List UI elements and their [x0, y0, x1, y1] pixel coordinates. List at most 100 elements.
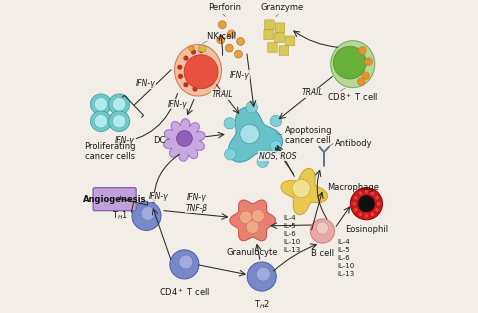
- Circle shape: [237, 38, 244, 45]
- Circle shape: [358, 191, 362, 195]
- Circle shape: [256, 267, 270, 281]
- Text: Perforin: Perforin: [208, 3, 241, 12]
- Ellipse shape: [109, 94, 130, 115]
- Polygon shape: [230, 200, 275, 241]
- Polygon shape: [228, 107, 282, 162]
- Ellipse shape: [90, 94, 111, 115]
- Circle shape: [350, 187, 382, 220]
- Ellipse shape: [109, 111, 130, 131]
- Ellipse shape: [331, 41, 375, 88]
- Text: Proliferating
cancer cells: Proliferating cancer cells: [84, 141, 136, 161]
- Circle shape: [310, 219, 335, 243]
- Circle shape: [178, 74, 183, 79]
- Circle shape: [354, 208, 358, 212]
- Circle shape: [270, 141, 282, 152]
- Circle shape: [316, 222, 328, 234]
- Circle shape: [234, 50, 242, 58]
- Circle shape: [358, 213, 362, 216]
- Text: Granzyme: Granzyme: [261, 3, 304, 12]
- Circle shape: [292, 179, 310, 198]
- Text: CD8$^+$ T cell: CD8$^+$ T cell: [327, 91, 379, 103]
- Text: IFN-γ
TNF-β: IFN-γ TNF-β: [185, 193, 207, 213]
- Circle shape: [370, 191, 374, 195]
- Circle shape: [333, 46, 366, 79]
- Circle shape: [217, 36, 225, 44]
- Circle shape: [352, 202, 356, 206]
- Text: IL-4
IL-5
IL-6
IL-10
IL-13: IL-4 IL-5 IL-6 IL-10 IL-13: [283, 215, 300, 253]
- Text: IFN-γ: IFN-γ: [149, 192, 168, 201]
- Text: CD4$^+$ T cell: CD4$^+$ T cell: [159, 286, 210, 298]
- Text: DC: DC: [153, 136, 165, 145]
- Text: TRAIL: TRAIL: [211, 90, 233, 99]
- Text: Apoptosing
cancer cell: Apoptosing cancer cell: [285, 126, 333, 145]
- Circle shape: [184, 55, 218, 89]
- Circle shape: [176, 131, 192, 146]
- Text: Angiogenesis: Angiogenesis: [83, 195, 146, 204]
- Circle shape: [189, 46, 194, 51]
- Text: TRAIL: TRAIL: [302, 89, 323, 97]
- Circle shape: [270, 115, 282, 127]
- Circle shape: [198, 48, 204, 53]
- FancyBboxPatch shape: [279, 46, 289, 55]
- Text: NOS, ROS: NOS, ROS: [259, 151, 296, 161]
- Circle shape: [225, 148, 236, 160]
- FancyBboxPatch shape: [285, 36, 295, 46]
- Ellipse shape: [90, 111, 111, 131]
- Circle shape: [377, 202, 380, 206]
- Ellipse shape: [174, 44, 222, 96]
- Circle shape: [170, 250, 199, 279]
- FancyBboxPatch shape: [264, 30, 273, 40]
- Circle shape: [246, 101, 258, 113]
- Text: IFN-γ: IFN-γ: [230, 71, 250, 80]
- Circle shape: [358, 47, 367, 54]
- Circle shape: [141, 207, 155, 220]
- Circle shape: [132, 201, 161, 230]
- Circle shape: [365, 190, 368, 193]
- Text: IFN-γ: IFN-γ: [136, 80, 155, 88]
- Circle shape: [358, 196, 375, 212]
- Circle shape: [112, 98, 126, 111]
- Circle shape: [257, 156, 269, 167]
- Text: T$_H$1: T$_H$1: [112, 210, 128, 222]
- Text: Eosinophil: Eosinophil: [345, 225, 388, 234]
- Circle shape: [112, 115, 126, 128]
- Text: T$_H$2: T$_H$2: [253, 298, 270, 311]
- Circle shape: [210, 63, 215, 68]
- Text: B cell: B cell: [311, 249, 334, 258]
- Circle shape: [177, 64, 183, 70]
- FancyBboxPatch shape: [264, 20, 274, 30]
- FancyBboxPatch shape: [199, 46, 206, 52]
- Circle shape: [375, 208, 379, 212]
- Circle shape: [358, 78, 365, 86]
- Text: IFN-γ: IFN-γ: [168, 100, 187, 109]
- Circle shape: [365, 58, 372, 66]
- Circle shape: [239, 211, 252, 224]
- FancyBboxPatch shape: [275, 23, 285, 33]
- Circle shape: [240, 124, 260, 144]
- Circle shape: [354, 196, 358, 199]
- Text: Macrophage: Macrophage: [327, 182, 379, 192]
- Polygon shape: [164, 119, 205, 161]
- Circle shape: [246, 221, 259, 233]
- Circle shape: [193, 86, 197, 92]
- Text: NK cell: NK cell: [207, 32, 236, 40]
- Circle shape: [224, 117, 236, 129]
- Circle shape: [94, 98, 108, 111]
- Polygon shape: [281, 168, 327, 215]
- Circle shape: [365, 214, 368, 218]
- Circle shape: [184, 82, 188, 87]
- Circle shape: [228, 30, 235, 38]
- FancyBboxPatch shape: [93, 187, 136, 211]
- Circle shape: [252, 209, 264, 222]
- Circle shape: [225, 44, 233, 52]
- Text: Antibody: Antibody: [335, 139, 372, 147]
- Circle shape: [184, 55, 188, 61]
- Text: IL-4
IL-5
IL-6
IL-10
IL-13: IL-4 IL-5 IL-6 IL-10 IL-13: [337, 239, 355, 277]
- FancyBboxPatch shape: [268, 43, 277, 52]
- Circle shape: [191, 49, 196, 54]
- Text: IFN-γ: IFN-γ: [115, 136, 135, 146]
- Circle shape: [247, 262, 276, 291]
- Circle shape: [370, 213, 374, 216]
- Circle shape: [94, 115, 108, 128]
- Circle shape: [179, 255, 193, 269]
